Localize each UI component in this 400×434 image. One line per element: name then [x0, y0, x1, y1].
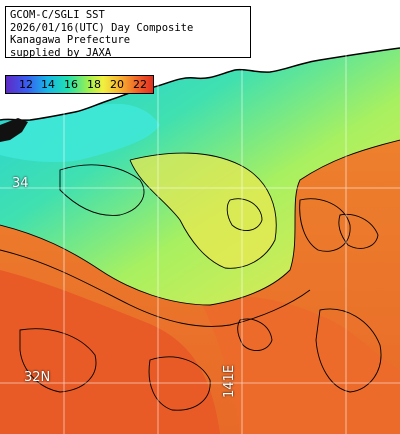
info-line-2: 2026/01/16(UTC) Day Composite: [10, 21, 194, 34]
sea-hot-region-east: [200, 296, 400, 434]
info-line-3: Kanagawa Prefecture: [10, 34, 131, 46]
lon-label: 141E: [222, 364, 237, 398]
legend-tick-18: 18: [87, 78, 101, 91]
legend-tick-12: 12: [19, 78, 33, 91]
info-box: GCOM-C/SGLI SST 2026/01/16(UTC) Day Comp…: [5, 6, 251, 59]
sst-contours: [0, 139, 400, 411]
coastline: [0, 47, 400, 121]
lat-label-upper: 34: [12, 176, 29, 191]
legend-tick-16: 16: [64, 78, 78, 91]
info-line-1: GCOM-C/SGLI SST: [10, 9, 105, 21]
sst-color-legend: 12 14 16 18 20 22: [5, 75, 154, 94]
lat-label-lower: 32N: [24, 370, 51, 385]
sea-hot-region: [0, 270, 220, 434]
sea-transition-band: [130, 153, 277, 269]
info-line-4: supplied by JAXA: [10, 46, 112, 59]
legend-tick-20: 20: [110, 78, 124, 91]
land-shadow-left: [0, 118, 28, 142]
legend-tick-14: 14: [41, 78, 55, 91]
legend-color-bar: [6, 76, 153, 93]
lat-lon-grid: [0, 55, 400, 434]
legend-tick-22: 22: [133, 78, 147, 91]
